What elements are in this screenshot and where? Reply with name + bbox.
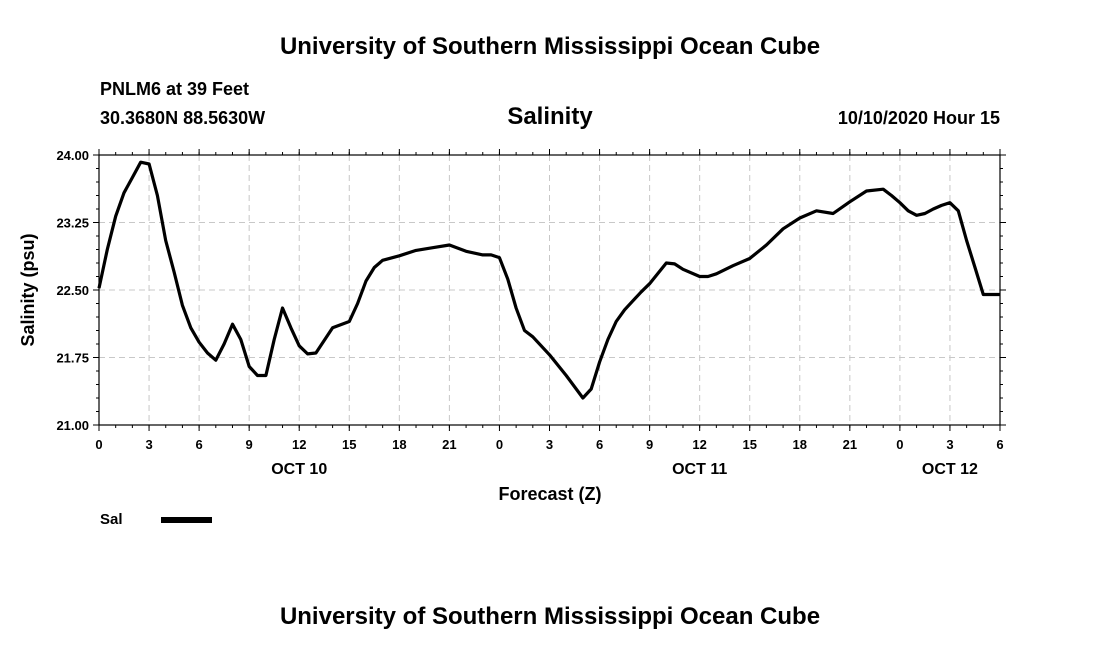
x-axis-title: Forecast (Z) [498, 484, 601, 504]
x-tick-label: 6 [996, 437, 1003, 452]
x-tick-label: 3 [145, 437, 152, 452]
y-tick-label: 21.75 [56, 351, 89, 366]
y-tick-label: 22.50 [56, 283, 89, 298]
station-coordinates: 30.3680N 88.5630W [100, 108, 265, 128]
x-axis-day-labels: OCT 10 OCT 11 OCT 12 [271, 461, 978, 478]
page-title: University of Southern Mississippi Ocean… [280, 33, 820, 60]
x-tick-label: 3 [546, 437, 553, 452]
footer-title: University of Southern Mississippi Ocean… [280, 603, 820, 630]
x-tick-label: 6 [195, 437, 202, 452]
x-day-label: OCT 12 [922, 461, 978, 478]
x-tick-label: 18 [793, 437, 807, 452]
plot-frame [98, 154, 1001, 426]
x-tick-label: 12 [692, 437, 706, 452]
x-tick-label: 15 [342, 437, 356, 452]
x-tick-label: 21 [843, 437, 857, 452]
y-axis-title: Salinity (psu) [18, 233, 38, 346]
x-tick-label: 0 [496, 437, 503, 452]
legend-label: Sal [100, 511, 123, 528]
x-tick-label: 12 [292, 437, 306, 452]
plot-grid [98, 154, 1001, 426]
x-tick-label: 3 [946, 437, 953, 452]
y-tick-label: 24.00 [56, 148, 89, 163]
x-axis-tick-labels: 0 3 6 9 12 15 18 21 0 3 6 9 12 15 18 21 0 3 6 [95, 437, 1003, 452]
x-tick-label: 18 [392, 437, 406, 452]
x-tick-label: 9 [246, 437, 253, 452]
y-axis-tick-labels: 21.00 21.75 22.50 23.25 24.00 [56, 148, 89, 433]
x-tick-label: 0 [95, 437, 102, 452]
chart-title: Salinity [507, 103, 593, 130]
x-tick-label: 0 [896, 437, 903, 452]
x-day-label: OCT 11 [672, 461, 727, 478]
issue-time: 10/10/2020 Hour 15 [838, 108, 1000, 128]
y-tick-label: 21.00 [56, 418, 89, 433]
salinity-series-line [97, 160, 1000, 400]
x-tick-label: 15 [742, 437, 756, 452]
x-tick-label: 9 [646, 437, 653, 452]
x-day-label: OCT 10 [271, 461, 327, 478]
y-tick-label: 23.25 [56, 216, 89, 231]
x-tick-label: 21 [442, 437, 456, 452]
station-label: PNLM6 at 39 Feet [100, 79, 249, 99]
x-tick-label: 6 [596, 437, 603, 452]
